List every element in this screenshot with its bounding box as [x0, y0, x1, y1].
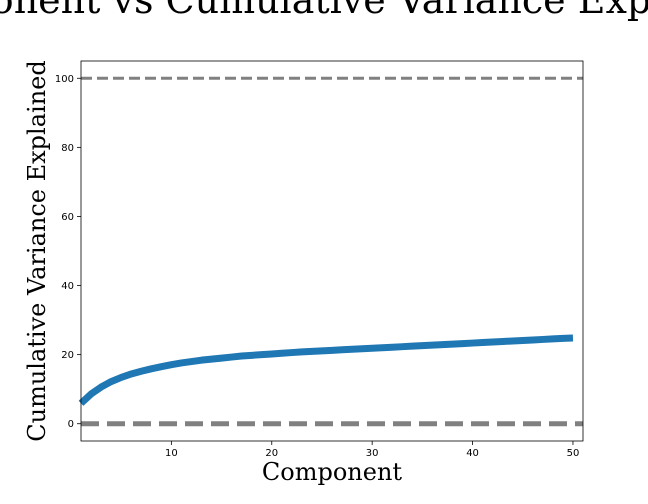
y-ticks: 0 20 40 60 80 100: [55, 74, 81, 430]
y-tick-label: 0: [68, 419, 74, 430]
plot-frame: [80, 60, 584, 442]
y-tick-label: 40: [61, 281, 74, 292]
x-ticks: 10 20 30 40 50: [165, 441, 579, 459]
y-tick-label: 100: [55, 74, 74, 85]
y-tick-label: 60: [61, 212, 74, 223]
reference-lines: [81, 76, 583, 427]
x-tick-label: 50: [567, 448, 580, 459]
x-tick-label: 30: [366, 448, 379, 459]
y-tick-label: 20: [61, 350, 74, 361]
x-tick-label: 10: [165, 448, 178, 459]
y-tick-label: 80: [61, 143, 74, 154]
x-tick-label: 40: [466, 448, 479, 459]
chart-title-clipped: Component vs Cumulative Variance Explain…: [0, 0, 648, 24]
chart-title: Component vs Cumulative Variance Explain…: [0, 0, 648, 22]
x-tick-label: 20: [265, 448, 278, 459]
y-axis-label: Cumulative Variance Explained: [23, 60, 51, 441]
x-axis-label: Component: [262, 458, 403, 486]
series-line-0: [78, 334, 574, 406]
series-layer: [78, 334, 574, 406]
